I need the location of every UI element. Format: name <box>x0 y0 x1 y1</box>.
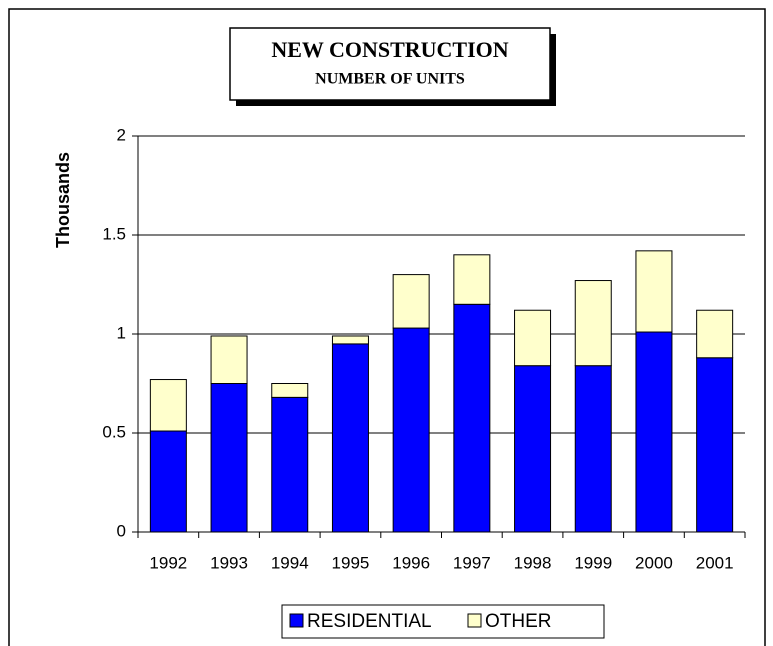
y-tick-label: 1 <box>117 323 126 342</box>
bar-segment <box>574 365 612 533</box>
x-tick-label: 2000 <box>635 553 673 572</box>
bar-segment <box>149 379 187 432</box>
y-axis-label: Thousands <box>53 152 73 248</box>
bar-segment <box>453 303 491 533</box>
bar-segment <box>453 254 491 305</box>
bar-segment <box>271 396 309 533</box>
bar-segment <box>271 383 309 398</box>
x-tick-label: 1998 <box>514 553 552 572</box>
bar-segment <box>574 280 612 367</box>
x-tick-label: 1992 <box>149 553 187 572</box>
y-tick-label: 1.5 <box>102 224 126 243</box>
bar-segment <box>210 383 248 533</box>
legend-label: OTHER <box>485 611 552 632</box>
chart-subtitle: NUMBER OF UNITS <box>315 71 465 88</box>
bar-segment <box>392 274 430 329</box>
bar-segment <box>635 331 673 533</box>
bar-segment <box>149 430 187 533</box>
x-tick-label: 1995 <box>332 553 370 572</box>
legend-swatch <box>289 613 304 628</box>
y-tick-label: 0 <box>117 521 126 540</box>
bar-segment <box>514 309 552 367</box>
chart-frame <box>8 8 766 646</box>
x-tick-label: 1994 <box>271 553 309 572</box>
y-tick-label: 0.5 <box>102 422 126 441</box>
bar-segment <box>331 343 369 533</box>
x-tick-label: 1997 <box>453 553 491 572</box>
bar-segment <box>696 309 734 359</box>
bar-segment <box>331 335 369 345</box>
bar-segment <box>210 335 248 385</box>
x-tick-label: 1999 <box>574 553 612 572</box>
bar-segment <box>696 357 734 533</box>
x-tick-label: 1993 <box>210 553 248 572</box>
bar-segment <box>635 250 673 333</box>
legend-label: RESIDENTIAL <box>307 611 432 632</box>
chart-title: NEW CONSTRUCTION <box>271 37 508 62</box>
legend-box <box>281 604 605 639</box>
bar-segment <box>392 327 430 533</box>
x-tick-label: 1996 <box>392 553 430 572</box>
title-box <box>229 27 551 101</box>
x-tick-label: 2001 <box>696 553 734 572</box>
legend-swatch <box>467 613 482 628</box>
y-tick-label: 2 <box>117 125 126 144</box>
bar-segment <box>514 365 552 533</box>
